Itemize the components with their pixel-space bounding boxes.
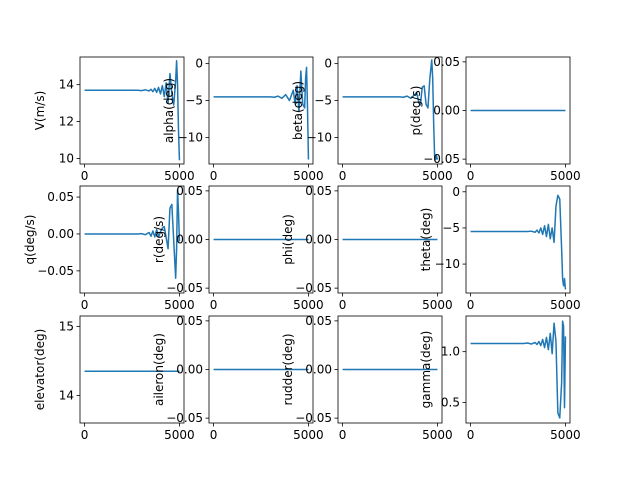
y-tick-label: 0.5 <box>441 396 460 410</box>
x-tick-label: 5000 <box>293 298 324 312</box>
y-axis-label: beta(deg) <box>291 81 305 140</box>
y-axis-label: gamma(deg) <box>419 331 433 409</box>
y-tick-label: 1.0 <box>441 345 460 359</box>
y-tick-label: −0.05 <box>295 281 332 295</box>
y-axis-label: r(deg/s) <box>152 216 166 263</box>
y-tick-label: 14 <box>59 78 74 92</box>
y-tick-label: 0.00 <box>47 227 74 241</box>
y-tick-label: 10 <box>59 151 74 165</box>
series-line-0 <box>470 194 567 290</box>
y-axis-label: V(m/s) <box>33 91 47 131</box>
y-tick-label: −0.05 <box>166 411 203 425</box>
x-tick-label: 0 <box>210 428 218 442</box>
y-tick-label: 0.00 <box>305 363 332 377</box>
x-tick-label: 0 <box>467 298 475 312</box>
y-tick-label: 0.05 <box>433 55 460 69</box>
x-tick-label: 0 <box>210 169 218 183</box>
x-tick-label: 5000 <box>293 428 324 442</box>
x-tick-label: 5000 <box>164 169 195 183</box>
subplot-3: 0 5000 0.05 0.00 −0.05 p(deg/s) <box>409 55 581 183</box>
x-tick-label: 5000 <box>422 298 453 312</box>
y-tick-label: 12 <box>59 115 74 129</box>
x-tick-label: 5000 <box>164 428 195 442</box>
y-tick-label: 0 <box>195 57 203 71</box>
y-axis-label: elevator(deg) <box>33 329 47 411</box>
axes-frame <box>79 185 185 294</box>
y-tick-label: 0.05 <box>176 314 203 328</box>
y-axis-label: phi(deg) <box>281 214 295 265</box>
y-tick-label: 0.05 <box>47 190 74 204</box>
subplot-0: 0 5000 10 12 14 V(m/s) <box>33 56 195 183</box>
y-tick-label: 0.00 <box>176 233 203 247</box>
series-line-0 <box>470 320 567 419</box>
subplot-5: 0 5000 0.05 0.00 −0.05 r(deg/s) <box>152 184 324 312</box>
x-tick-label: 0 <box>81 428 89 442</box>
x-tick-label: 5000 <box>550 298 581 312</box>
y-tick-label: 0 <box>452 185 460 199</box>
series-line-0 <box>84 59 181 161</box>
x-tick-label: 0 <box>467 169 475 183</box>
y-tick-label: 0.05 <box>176 184 203 198</box>
y-axis-label: rudder(deg) <box>281 333 295 405</box>
y-tick-label: 15 <box>59 319 74 333</box>
x-tick-label: 5000 <box>550 169 581 183</box>
y-tick-label: −5 <box>442 221 460 235</box>
subplot-8: 0 5000 15 14 elevator(deg) <box>33 315 195 442</box>
y-tick-label: 0.00 <box>305 233 332 247</box>
x-tick-label: 0 <box>81 298 89 312</box>
y-axis-label: theta(deg) <box>419 208 433 272</box>
y-tick-label: 0.00 <box>176 363 203 377</box>
y-tick-label: −10 <box>435 257 460 271</box>
x-tick-label: 0 <box>339 169 347 183</box>
y-tick-label: 0.05 <box>305 184 332 198</box>
series-line-0 <box>342 59 439 161</box>
axes-frame <box>465 315 571 424</box>
y-tick-label: −0.05 <box>166 281 203 295</box>
y-axis-label: p(deg/s) <box>409 86 423 136</box>
y-tick-label: 0 <box>324 57 332 71</box>
axes-frame <box>208 56 314 165</box>
y-axis-label: alpha(deg) <box>162 78 176 143</box>
x-tick-label: 5000 <box>550 428 581 442</box>
axes-frame <box>465 185 571 294</box>
axes-frame <box>79 56 185 165</box>
x-tick-label: 0 <box>210 298 218 312</box>
subplot-6: 0 5000 0.05 0.00 −0.05 phi(deg) <box>281 184 453 312</box>
x-tick-label: 5000 <box>422 428 453 442</box>
y-tick-label: −0.05 <box>423 152 460 166</box>
y-tick-label: −10 <box>178 130 203 144</box>
x-tick-label: 5000 <box>293 169 324 183</box>
y-tick-label: −0.05 <box>295 411 332 425</box>
x-tick-label: 5000 <box>422 169 453 183</box>
y-tick-label: −0.05 <box>37 264 74 278</box>
x-tick-label: 5000 <box>164 298 195 312</box>
series-line-0 <box>213 66 310 160</box>
x-tick-label: 0 <box>339 428 347 442</box>
y-axis-label: q(deg/s) <box>23 215 37 265</box>
y-tick-label: −5 <box>185 94 203 108</box>
axes-frame <box>337 56 443 165</box>
axes-frame <box>79 315 185 424</box>
y-tick-label: −10 <box>307 130 332 144</box>
x-tick-label: 0 <box>81 169 89 183</box>
y-axis-label: aileron(deg) <box>152 333 166 406</box>
x-tick-label: 0 <box>339 298 347 312</box>
subplot-4: 0 5000 0.05 0.00 −0.05q(deg/s) <box>23 185 195 312</box>
y-tick-label: 0.05 <box>305 314 332 328</box>
y-tick-label: 0.00 <box>433 104 460 118</box>
y-tick-label: 14 <box>59 388 74 402</box>
x-tick-label: 0 <box>467 428 475 442</box>
subplot-11: 0 5000 1.0 0.5 gamma(deg) <box>419 315 581 442</box>
y-tick-label: −5 <box>314 94 332 108</box>
series-line-0 <box>84 188 181 279</box>
